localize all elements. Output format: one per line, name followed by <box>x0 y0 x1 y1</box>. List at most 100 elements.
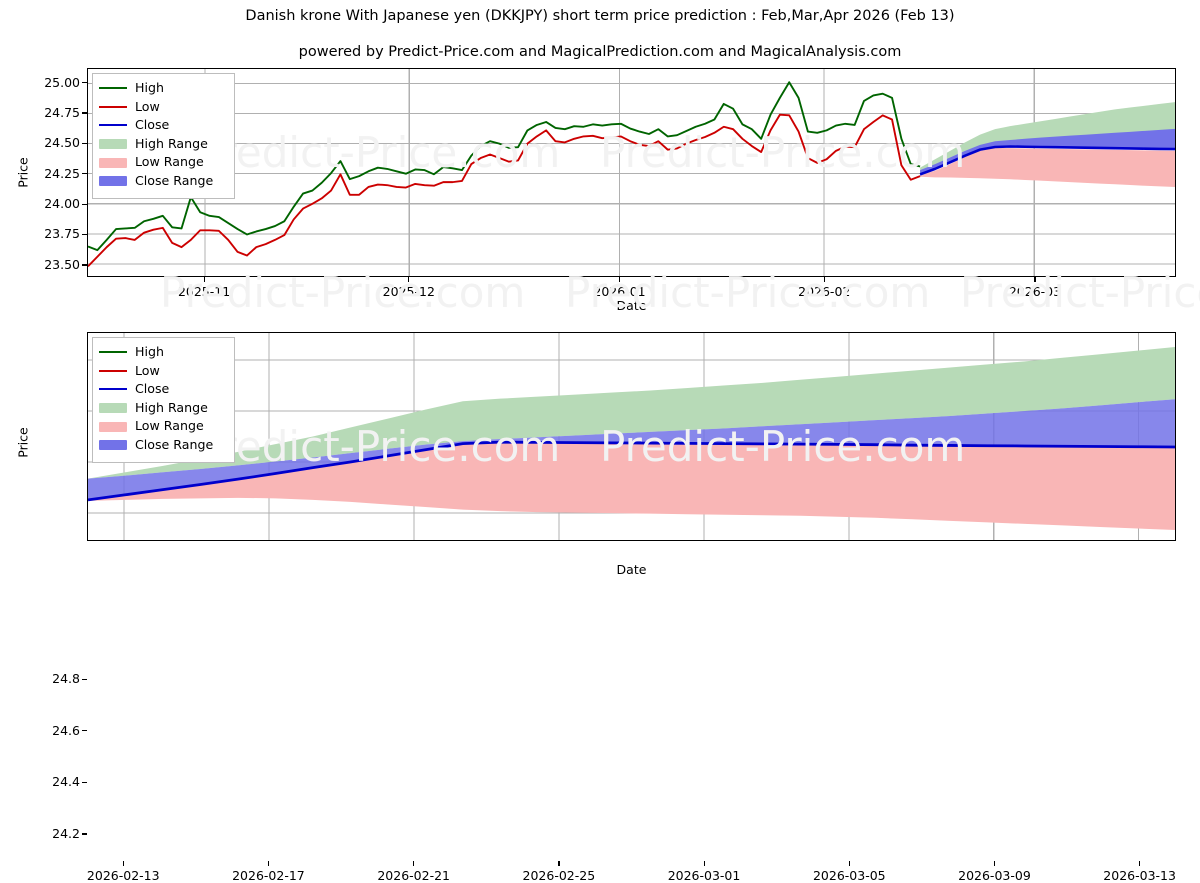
high-range-swatch <box>99 403 127 414</box>
y-tick-mark <box>82 730 87 732</box>
figure-subtitle: powered by Predict-Price.com and Magical… <box>298 44 902 60</box>
y-tick-label: 23.50 <box>44 256 80 272</box>
x-tick-label: 2026-02-21 <box>377 868 451 883</box>
legend-item-low-range: Low Range <box>93 153 234 172</box>
legend-item-low-range: Low Range <box>93 417 234 436</box>
y-tick-mark <box>82 833 87 835</box>
low-range-band <box>88 442 1175 531</box>
top-panel-svg <box>88 69 1175 276</box>
legend-label: Low <box>135 362 160 378</box>
x-tick-label: 2026-03-05 <box>812 868 886 883</box>
watermark: Predict-Price.com <box>195 422 561 471</box>
close-line <box>88 440 1175 502</box>
top-panel-x-axis-label: Date <box>616 298 647 313</box>
legend-label: High <box>135 344 164 359</box>
y-tick-label: 24.4 <box>52 774 80 790</box>
close-range-band <box>920 128 1175 176</box>
high-range-swatch <box>99 139 127 150</box>
close-range-swatch <box>99 440 127 451</box>
x-tick-label: 2026-03 <box>1008 284 1062 299</box>
x-tick-label: 2026-02-17 <box>232 868 305 883</box>
close-range-band <box>88 399 1175 500</box>
watermark: Predict-Price.com <box>195 128 561 177</box>
low-range-swatch <box>99 157 127 168</box>
legend-label: Close Range <box>135 436 214 452</box>
watermark: Predict-Price.com <box>600 128 966 177</box>
y-tick-mark <box>82 203 87 205</box>
x-tick-mark <box>848 861 850 866</box>
low-line-swatch <box>99 369 127 372</box>
y-tick-mark <box>82 233 87 236</box>
legend-item-close-range: Close Range <box>93 436 234 455</box>
legend-item-high-range: High Range <box>93 135 234 154</box>
y-tick-mark <box>82 678 87 680</box>
top-panel: Price 23.50 23.75 24.00 24.25 24.50 24.75 25.0… <box>0 0 1200 320</box>
x-tick-label: 2026-02 <box>798 284 851 299</box>
y-tick-label: 24.00 <box>44 196 80 212</box>
y-tick-label: 24.6 <box>52 722 80 738</box>
close-range-swatch <box>99 176 127 187</box>
low-line-swatch <box>99 105 127 108</box>
x-tick-label: 2026-03-09 <box>958 868 1031 883</box>
x-tick-label: 2026-02-25 <box>522 868 596 883</box>
bottom-panel-svg <box>88 333 1175 540</box>
x-tick-mark <box>703 861 705 866</box>
x-tick-mark <box>267 861 270 866</box>
figure-title: Danish krone With Japanese yen (DKKJPY) … <box>245 8 955 24</box>
x-tick-mark <box>1034 277 1036 282</box>
x-tick-label: 2026-03-13 <box>1103 868 1176 883</box>
y-tick-label: 24.75 <box>44 104 80 120</box>
legend-label: Close Range <box>135 172 214 188</box>
x-tick-mark <box>619 277 621 282</box>
y-tick-label: 23.75 <box>44 226 80 242</box>
y-tick-label: 24.2 <box>52 825 80 841</box>
bottom-panel-plot-area <box>87 332 1176 541</box>
high-line-swatch <box>99 87 127 90</box>
y-tick-label: 25.00 <box>44 74 80 90</box>
bottom-panel: Price 24.2 24.4 24.6 24.8 2026-02-13 2026-02… <box>0 320 1200 883</box>
high-line-swatch <box>99 351 127 354</box>
x-tick-mark <box>823 277 825 282</box>
y-tick-mark <box>82 112 87 114</box>
x-tick-mark <box>413 861 415 866</box>
watermark: Predict-Price.com <box>960 268 1200 317</box>
low-range-band <box>920 147 1175 187</box>
close-line-swatch <box>99 388 127 391</box>
x-tick-label: 2025-12 <box>382 284 435 299</box>
close-line-swatch <box>99 124 127 127</box>
x-tick-mark <box>408 277 410 282</box>
y-tick-label: 24.50 <box>44 135 80 151</box>
legend-item-high: High <box>93 343 234 362</box>
legend-item-close-range: Close Range <box>93 172 234 191</box>
legend-item-close: Close <box>93 380 234 399</box>
top-panel-legend: High Low Close High Range Low Range Clos… <box>92 73 235 199</box>
x-tick-label: 2025-11 <box>177 284 231 299</box>
legend-label: Low Range <box>135 418 204 434</box>
y-tick-mark <box>82 82 87 84</box>
legend-label: Close <box>135 117 170 133</box>
watermark: Predict-Price.com <box>160 268 526 317</box>
low-line <box>88 113 921 268</box>
y-tick-label: 24.8 <box>52 671 80 687</box>
x-tick-mark <box>122 861 124 866</box>
watermark: Predict-Price.com <box>565 268 931 317</box>
legend-label: Close <box>135 381 170 397</box>
high-line <box>88 81 921 252</box>
legend-item-low: Low <box>93 98 234 117</box>
legend-item-low: Low <box>93 362 234 381</box>
legend-label: Low Range <box>135 154 204 170</box>
close-line <box>919 145 1175 176</box>
y-tick-mark <box>82 142 87 145</box>
top-panel-plot-area <box>87 68 1176 277</box>
legend-label: Low <box>135 98 160 114</box>
x-tick-mark <box>558 861 560 866</box>
y-tick-mark <box>82 781 87 783</box>
x-tick-label: 2026-03-01 <box>667 868 741 883</box>
y-tick-mark <box>82 173 87 175</box>
bottom-panel-x-axis-label: Date <box>616 562 647 577</box>
y-tick-label: 24.25 <box>44 165 80 181</box>
x-tick-mark <box>203 277 205 282</box>
x-tick-mark <box>1139 861 1141 866</box>
legend-item-close: Close <box>93 116 234 135</box>
